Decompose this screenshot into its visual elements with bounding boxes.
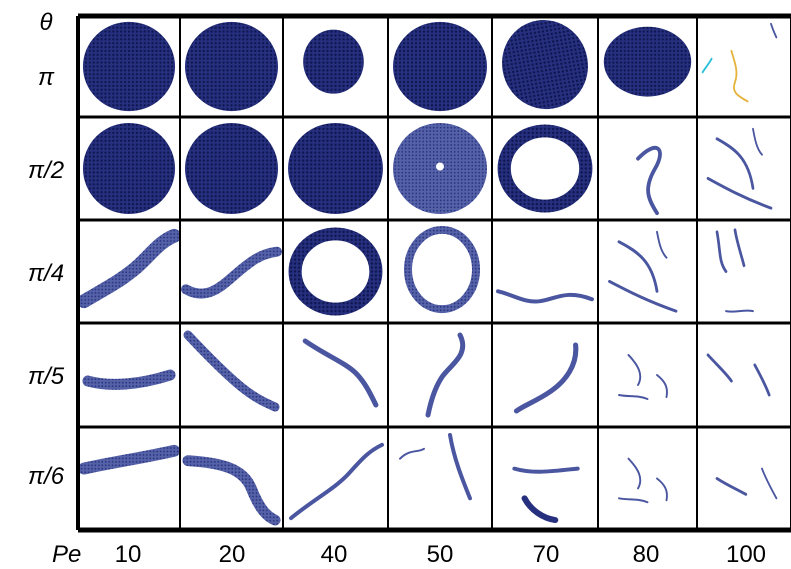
pe-label-40: 40 [321,541,348,568]
snapshot-cell-r1-c2 [182,18,281,115]
snapshot-cell-r3-c6 [600,222,695,321]
snapshot-cell-r5-c5 [494,429,596,528]
snapshot-cell-r1-c7 [699,18,789,115]
snapshot-cell-r4-c1 [80,325,178,425]
snapshot-cell-r5-c2 [182,429,281,528]
pe-label-100: 100 [726,541,766,568]
pe-label-50: 50 [427,541,454,568]
snapshot-cell-r4-c3 [285,325,386,425]
snapshot-cell-r4-c2 [182,325,281,425]
snapshot-cell-r2-c2 [182,119,281,218]
snapshot-cell-r1-c6 [600,18,695,115]
snapshot-cell-r4-c6 [600,325,695,425]
snapshot-cell-r2-c5 [494,119,596,218]
snapshot-cell-r3-c1 [77,222,181,321]
snapshot-cell-r3-c5 [494,222,596,321]
snapshot-cell-r5-c3 [285,429,386,528]
snapshot-cell-r2-c4 [390,119,490,218]
snapshot-cell-r1-c5 [494,18,596,115]
pe-axis-label: Pe [52,541,81,568]
snapshot-cell-r2-c7 [699,119,789,218]
snapshot-panels [77,18,789,528]
pe-label-80: 80 [633,541,660,568]
snapshot-cell-r3-c2 [181,222,282,321]
snapshot-cell-r5-c6 [600,429,695,528]
theta-axis-label: θ [39,9,52,36]
snapshot-cell-r5-c7 [699,429,789,528]
snapshot-cell-r5-c1 [78,429,180,528]
pe-label-70: 70 [533,541,560,568]
snapshot-cell-r1-c1 [80,18,178,115]
row-label-pi-2: π/2 [28,157,64,184]
row-label-pi-6: π/6 [28,463,65,490]
grid-lines [76,13,791,533]
snapshot-cell-r3-c7 [699,222,789,321]
snapshot-cell-r1-c4 [390,18,490,115]
pe-label-10: 10 [115,541,142,568]
snapshot-cell-r1-c3 [285,18,386,115]
column-labels: 10 20 40 50 70 80 100 [115,541,766,568]
row-label-pi-4: π/4 [28,260,64,287]
snapshot-cell-r3-c4 [390,222,490,321]
row-labels: π π/2 π/4 π/5 π/6 [28,64,65,490]
snapshot-cell-r3-c3 [285,222,386,321]
snapshot-cell-r2-c6 [600,119,695,218]
snapshot-cell-r4-c5 [494,325,596,425]
snapshot-cell-r2-c3 [285,119,386,218]
snapshot-cell-r4-c7 [699,325,789,425]
snapshot-cell-r4-c4 [390,325,490,425]
snapshot-cell-r5-c4 [390,429,490,528]
row-label-pi: π [38,64,55,91]
pe-label-20: 20 [219,541,246,568]
row-label-pi-5: π/5 [28,363,65,390]
snapshot-cell-r2-c1 [80,119,178,218]
